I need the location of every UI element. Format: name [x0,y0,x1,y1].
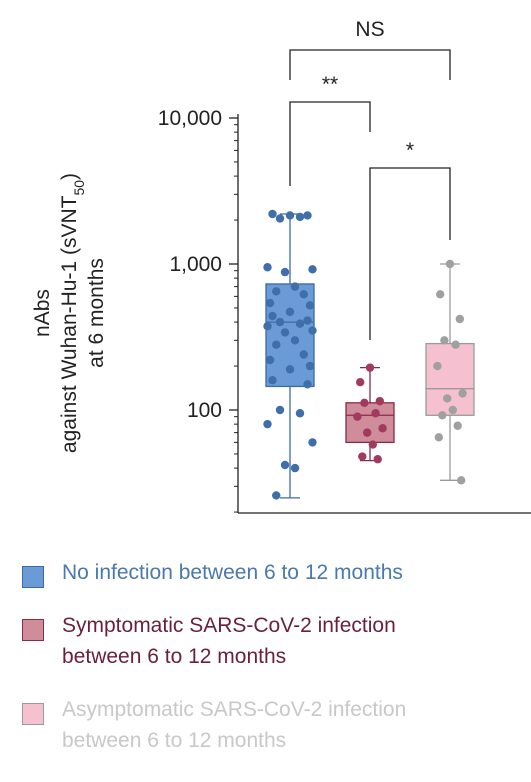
legend-label-no-infection: No infection between 6 to 12 months [62,561,403,584]
box-iqr [345,402,395,444]
data-point [285,365,295,374]
data-point [263,263,272,272]
data-point [373,455,382,464]
significance-label: * [406,139,414,162]
data-point [308,326,317,335]
significance-bracket [289,49,451,80]
y-axis-label: nAbs against Wuhan-Hu-1 (sVNT50) at 6 mo… [31,173,108,453]
data-point [272,340,281,349]
data-point [285,211,295,220]
data-point [265,298,275,308]
legend-swatch-no-infection [22,566,44,588]
data-point [272,491,281,500]
data-point [453,421,462,430]
data-point [275,405,285,415]
legend-item-symptomatic: Symptomatic SARS-CoV-2 infection between… [22,610,531,672]
legend-item-no-infection: No infection between 6 to 12 months [22,557,531,588]
data-point [305,301,315,310]
data-point [280,267,290,277]
data-point [295,409,305,418]
axes: 10,000 1,000 100 [158,107,531,514]
data-point [445,259,455,269]
y-axis-label-line2: against Wuhan-Hu-1 (sVNT50) [58,173,87,453]
data-point [295,212,305,222]
data-point [299,350,308,359]
data-point [451,340,460,349]
significance-bracket [289,101,371,186]
legend: No infection between 6 to 12 months Symp… [22,557,531,778]
data-point [303,316,312,325]
significance-brackets: NS*** [289,18,451,340]
data-point [368,440,377,449]
data-point [290,463,300,473]
data-point [299,290,308,299]
box-group-1 [263,209,317,500]
y-tick-label: 1,000 [169,253,222,276]
data-point [290,282,300,291]
data-point [440,336,449,345]
data-point [285,307,295,317]
legend-swatch-asymptomatic [22,703,44,725]
data-point [458,389,467,398]
data-point [280,328,290,337]
data-point [358,452,367,461]
data-point [305,361,315,371]
data-point [263,321,272,331]
box-group-3 [425,259,475,485]
legend-item-asymptomatic: Asymptomatic SARS-CoV-2 infection betwee… [22,694,531,756]
data-point [275,317,285,327]
box-plots [263,209,475,500]
data-point [455,314,464,324]
data-point [308,438,317,447]
significance-label: NS [355,18,384,41]
data-point [360,398,369,408]
data-point [303,380,312,389]
y-tick-label: 100 [187,399,222,422]
data-point [436,290,445,299]
data-point [303,211,312,220]
data-point [443,394,452,403]
data-point [378,424,387,433]
data-point [356,378,365,387]
significance-label: ** [322,73,338,96]
data-point [434,433,443,442]
data-point [263,419,272,429]
chart-area: nAbs against Wuhan-Hu-1 (sVNT50) at 6 mo… [31,18,531,514]
legend-label-asymptomatic: Asymptomatic SARS-CoV-2 infection betwee… [62,698,407,752]
legend-label-symptomatic: Symptomatic SARS-CoV-2 infection between… [62,614,396,668]
data-point [272,287,281,296]
y-tick-label: 10,000 [158,107,222,130]
data-point [308,265,317,274]
y-axis-label-line3: at 6 months [85,258,108,368]
data-point [448,405,457,415]
box-iqr [425,342,475,416]
significance-bracket [369,167,451,340]
data-point [433,361,442,371]
data-point [375,396,384,406]
data-point [275,214,285,223]
data-point [438,411,447,420]
data-point [268,311,277,321]
data-point [290,336,300,345]
legend-swatch-symptomatic [22,619,44,641]
data-point [280,460,290,470]
data-point [353,412,362,421]
data-point [268,375,277,385]
data-point [268,209,277,219]
data-point [457,476,466,485]
data-point [365,363,375,372]
data-point [363,428,372,437]
box-group-2 [345,363,395,464]
data-point [295,319,305,328]
data-point [371,409,380,418]
data-point [265,355,275,365]
y-axis-label-line1: nAbs [31,289,54,337]
